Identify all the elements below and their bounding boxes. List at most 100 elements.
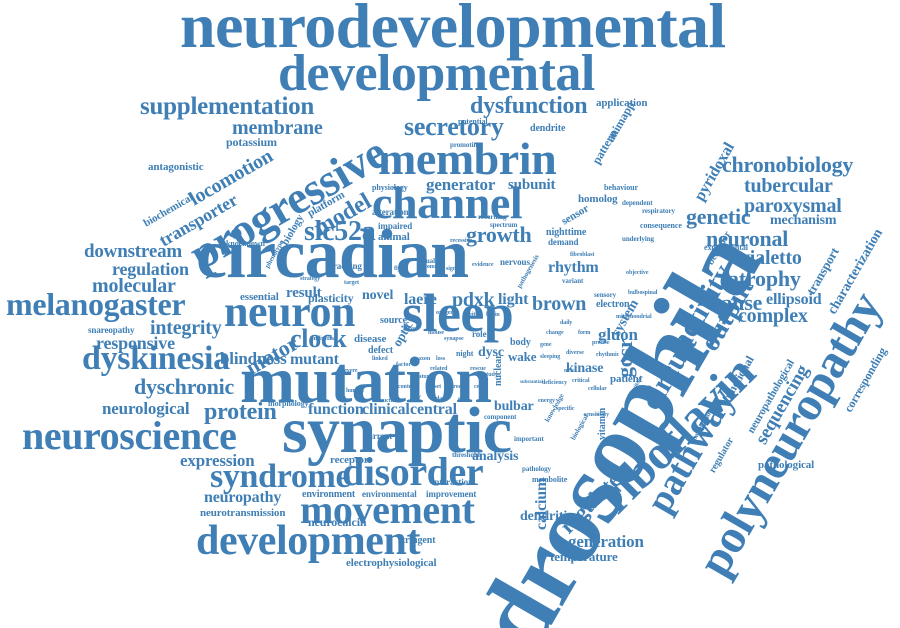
word-sensory: sensory	[594, 291, 617, 299]
word-improvement: improvement	[426, 489, 477, 499]
word-deficiency: deficiency	[542, 380, 568, 386]
word-central: central	[410, 401, 457, 418]
word-electrophysiological: electrophysiological	[346, 557, 437, 569]
word-generator: generator	[426, 175, 496, 194]
word-objective: objective	[626, 270, 649, 276]
word-spectrum: spectrum	[490, 221, 518, 229]
word-function: function	[308, 401, 364, 418]
word-level: level	[406, 326, 418, 332]
word-linked: linked	[372, 356, 388, 362]
word-diverse: diverse	[566, 350, 584, 356]
word-melanogaster: melanogaster	[6, 286, 186, 322]
word-morphology: morphology	[268, 399, 309, 408]
word-responsive: responsive	[96, 333, 175, 353]
word-plasticity: plasticity	[308, 291, 354, 305]
word-recording: recording	[478, 213, 507, 221]
word-neurological: neurological	[102, 399, 190, 418]
word-energy: energy	[538, 398, 555, 404]
word-bulbar: bulbar	[494, 399, 534, 414]
word-growth: growth	[466, 222, 532, 247]
word-age: age	[458, 396, 467, 402]
word-application: application	[596, 97, 648, 109]
word-generation: generation	[568, 532, 644, 551]
word-context: context	[398, 384, 417, 390]
word-membrane: membrane	[232, 117, 323, 139]
word-downstream: downstream	[84, 241, 183, 262]
word-alteration: alteration	[372, 207, 409, 217]
word-promoting: promoting	[450, 141, 481, 149]
word-specific: specific	[556, 406, 575, 412]
word-rhythmic: rhythmic	[596, 352, 620, 358]
word-complex: complex	[738, 305, 808, 327]
word-snareopathy: snareopathy	[88, 325, 135, 335]
word-analysis: analysis	[472, 449, 519, 464]
word-underlying: underlying	[622, 235, 654, 243]
word-severe: severe	[342, 368, 358, 374]
word-component: component	[484, 413, 517, 421]
word-tubercular: tubercular	[744, 175, 833, 197]
word-strategy: strategy	[300, 276, 321, 282]
word-homolog: homolog	[578, 193, 618, 205]
word-movement: movement	[300, 487, 475, 532]
word-gene: gene	[540, 342, 552, 348]
word-key: key	[412, 394, 421, 400]
word-critical: critical	[572, 378, 590, 384]
word-neurocalcin: neurocalcin	[308, 515, 367, 529]
word-electron: electron	[596, 299, 630, 310]
word-wake: wake	[508, 349, 537, 364]
word-recessive: recessive	[450, 238, 473, 244]
word-mitochondrial: mitochondrial	[616, 314, 652, 320]
word-neuronal: neuronal	[706, 226, 789, 251]
word-tracking: tracking	[330, 261, 362, 271]
word-synaptic: synaptic	[282, 394, 512, 467]
word-patient: patient	[610, 373, 643, 385]
word-subunit: subunit	[508, 177, 556, 193]
word-demand: demand	[548, 237, 579, 247]
word-rescue: rescue	[470, 366, 486, 372]
word-pathological: pathological	[758, 459, 815, 471]
word-transport: transport	[803, 244, 842, 297]
word-paroxysmal: paroxysmal	[744, 195, 842, 217]
word-mutation: mutation	[240, 344, 492, 417]
word-sleeping: sleeping	[540, 354, 561, 360]
word-precise: precise	[592, 340, 610, 346]
word-expression: expression	[180, 451, 255, 470]
word-target: target	[344, 280, 359, 286]
word-dual: dual	[422, 257, 435, 265]
word-calcium: calcium	[533, 477, 550, 530]
word-molecular: molecular	[92, 275, 176, 297]
word-cellular: cellular	[588, 386, 607, 392]
word-sleep: sleep	[402, 283, 514, 343]
word-nuclear: nuclear	[493, 354, 504, 386]
word-environmental: environmental	[362, 489, 417, 499]
word-nervous: nervous	[500, 257, 530, 267]
word-process: process	[450, 384, 469, 390]
word-essential: essential	[240, 291, 279, 303]
word-regulation: regulation	[112, 259, 189, 279]
word-interaction: interaction	[432, 477, 473, 487]
word-night: night	[456, 349, 474, 358]
word-potassium: potassium	[226, 135, 277, 149]
word-substantial: substantial	[520, 380, 543, 385]
word-environment: environment	[302, 489, 356, 500]
word-integrity: integrity	[150, 317, 222, 339]
word-developmental: developmental	[278, 45, 595, 102]
word-daily: daily	[560, 320, 573, 326]
word-channel: channel	[372, 177, 523, 228]
word-cell: cell	[474, 384, 483, 390]
word-antagonistic: antagonistic	[148, 161, 204, 173]
word-experimental: experimental	[704, 243, 748, 252]
word-body: body	[510, 337, 531, 348]
word-consequence: consequence	[640, 221, 682, 230]
word-dyschronic: dyschronic	[134, 374, 235, 399]
word-chronobiology: chronobiology	[722, 152, 854, 177]
word-human: human	[346, 388, 364, 394]
word-dependent: dependent	[622, 199, 653, 207]
word-syndrome: syndrome	[210, 458, 351, 495]
word-atrophy: atrophy	[728, 266, 801, 291]
word-fibroblast: fibroblast	[570, 252, 595, 258]
word-study: study	[484, 372, 498, 378]
word-cause: cause	[712, 290, 763, 315]
word-current: current	[364, 431, 393, 441]
